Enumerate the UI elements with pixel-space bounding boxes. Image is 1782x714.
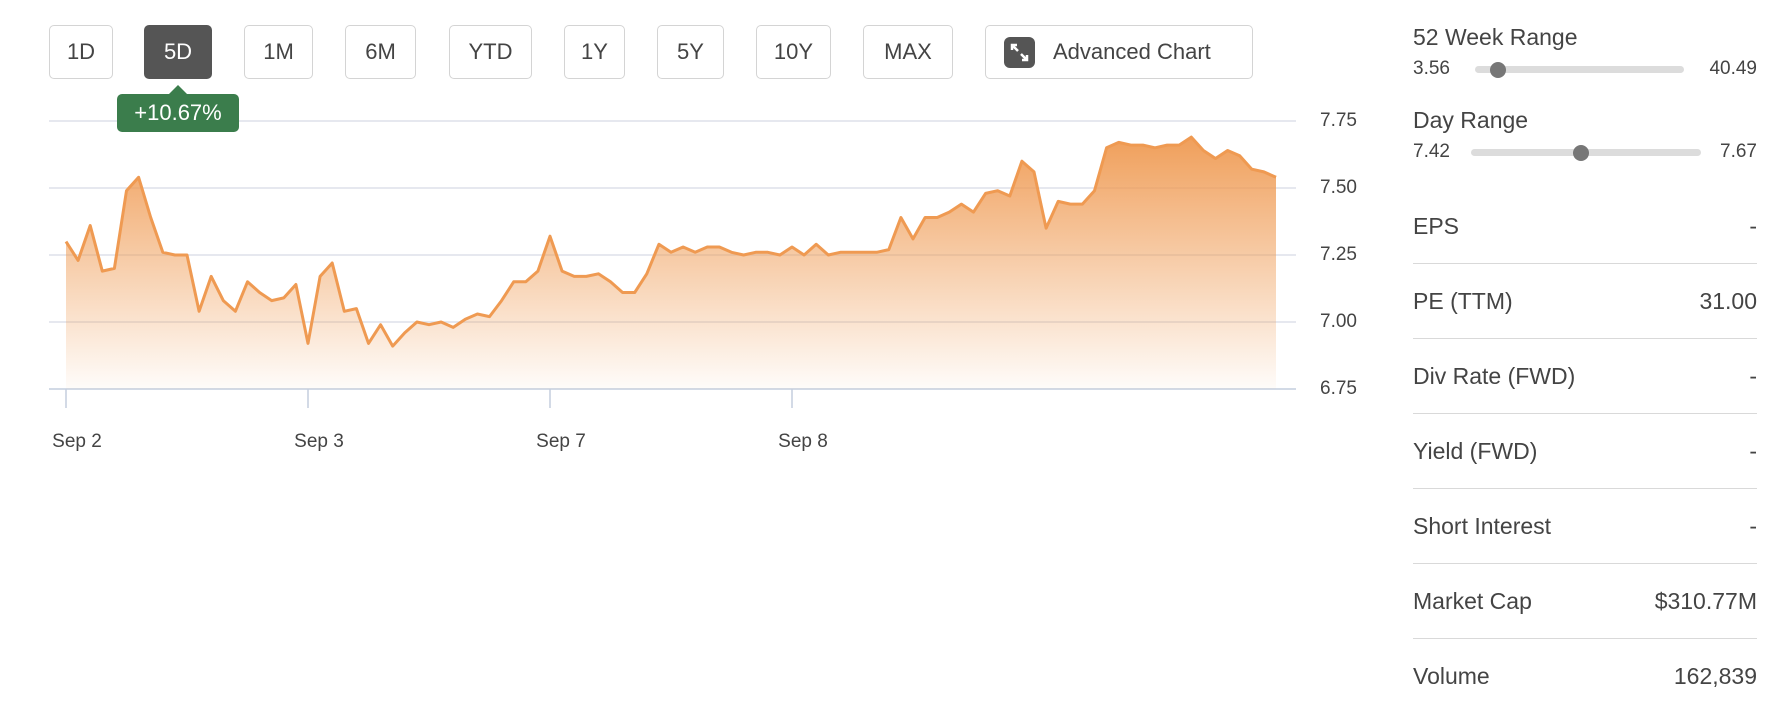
range-button[interactable]: 5Y [657,25,724,79]
price-chart: 6.75 7.00 7.25 7.50 7.75 Sep 2 Sep 3 Sep 7 Sep 8 [49,110,1357,452]
stat-label: EPS [1413,212,1460,239]
y-tick-label: 7.00 [1320,311,1357,332]
button-label: Advanced Chart [1053,39,1211,64]
range-button[interactable]: 10Y [756,25,831,79]
expand-icon [1004,36,1035,68]
range-button[interactable]: 6M [345,25,416,79]
stat-label: Yield (FWD) [1413,437,1538,464]
stat-row: EPS - [1413,189,1757,264]
range-track [1475,61,1684,78]
range-marker [1489,61,1506,78]
stats-panel: 52 Week Range 3.56 40.49 Day Range 7.42 … [1413,0,1757,714]
stat-label: PE (TTM) [1413,287,1513,314]
x-tick-label: Sep 7 [536,431,586,452]
y-tick-label: 7.25 [1320,244,1357,265]
x-tick-label: Sep 8 [778,431,828,452]
change-badge: +10.67% [117,85,239,132]
range-button[interactable]: 1M [244,25,313,79]
price-line [64,135,1277,348]
y-tick-label: 7.50 [1320,177,1357,198]
y-tick-label: 7.75 [1320,110,1357,131]
range-button[interactable]: 1D [49,25,113,79]
stat-label: Div Rate (FWD) [1413,362,1576,389]
range-marker [1573,144,1590,161]
stat-value: 31.00 [1699,287,1757,314]
stat-value: - [1749,362,1757,389]
stat-value: - [1749,437,1757,464]
stat-value: $310.77M [1654,587,1757,614]
stat-row: Div Rate (FWD) - [1413,339,1757,414]
range-track [1471,144,1701,161]
stat-row: Yield (FWD) - [1413,414,1757,489]
x-tick-label: Sep 2 [52,431,102,452]
x-tick-label: Sep 3 [294,431,344,452]
price-area [66,137,1276,389]
range-label: Day Range [1413,107,1529,133]
stat-row: Volume 162,839 [1413,639,1757,714]
stat-row: PE (TTM) 31.00 [1413,264,1757,339]
range-low: 3.56 [1413,58,1450,79]
stat-value: 162,839 [1673,663,1757,689]
advanced-chart-button[interactable]: Advanced Chart [985,25,1253,79]
range-label: 52 Week Range [1413,24,1578,50]
y-tick-label: 6.75 [1320,378,1357,399]
stat-label: Volume [1413,663,1490,689]
range-high: 7.67 [1720,141,1757,162]
range-button[interactable]: 1Y [564,25,625,79]
range-high: 40.49 [1709,58,1757,79]
stat-value: - [1749,212,1757,239]
stat-label: Market Cap [1413,587,1532,614]
stat-value: - [1749,512,1757,539]
stat-row: Market Cap $310.77M [1413,564,1757,639]
range-button[interactable]: 5D [144,25,212,79]
stat-label: Short Interest [1413,512,1552,539]
range-low: 7.42 [1413,141,1450,162]
stat-row: Short Interest - [1413,489,1757,564]
range-button[interactable]: MAX [863,25,953,79]
range-button[interactable]: YTD [449,25,532,79]
